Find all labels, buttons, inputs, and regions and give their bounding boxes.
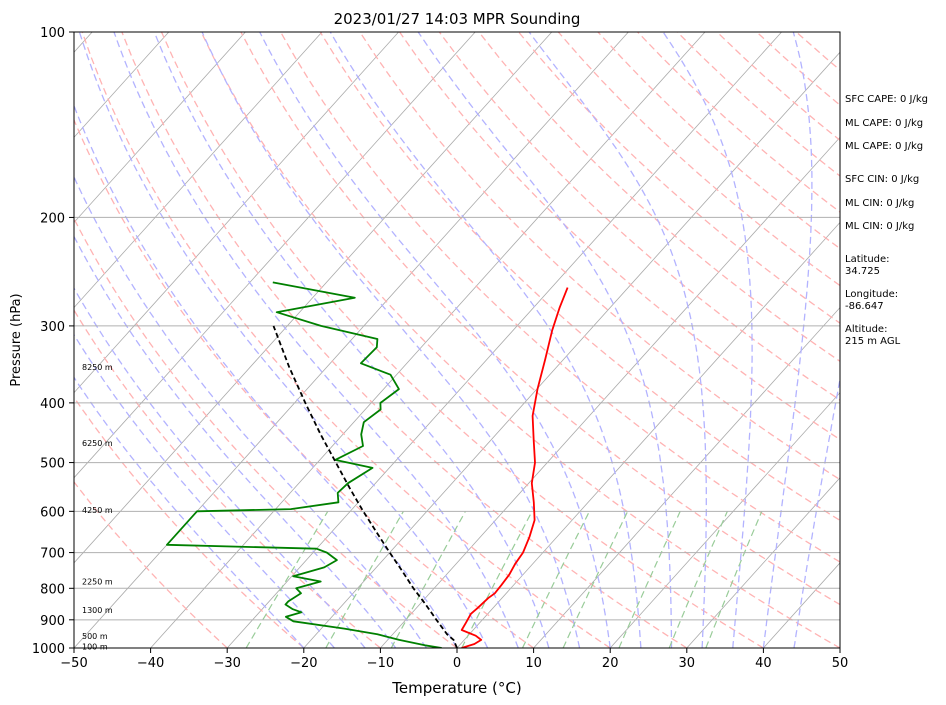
ml-cin-2: ML CIN: 0 J/kg <box>845 221 915 232</box>
dry-adiabat-line <box>160 32 764 648</box>
isotherm-line <box>74 32 170 138</box>
isotherm-line <box>533 306 840 648</box>
y-tick-label: 100 <box>40 26 65 41</box>
height-label: 100 m <box>82 642 108 651</box>
x-axis-ticks: −50 −40 −30 −20 −10 0 10 20 30 40 50 <box>60 648 848 671</box>
y-tick-label: 200 <box>40 211 65 226</box>
x-tick-label: −10 <box>367 656 394 671</box>
height-label: 6250 m <box>82 439 113 448</box>
x-tick-label: −30 <box>213 656 240 671</box>
dry-adiabat-line <box>359 32 840 481</box>
ml-cape: ML CAPE: 0 J/kg <box>845 118 924 129</box>
series-line-2 <box>272 325 458 648</box>
moist-adiabat-line <box>74 104 458 648</box>
x-tick-label: 0 <box>453 656 461 671</box>
isotherm-line <box>609 392 840 648</box>
x-axis-label: Temperature (°C) <box>391 679 521 697</box>
moist-adiabat-line <box>74 235 397 648</box>
isotherm-line <box>74 32 246 224</box>
height-label: 1300 m <box>82 606 113 615</box>
dry-adiabat-line <box>478 32 840 363</box>
background-reference-lines <box>74 32 840 648</box>
moist-adiabat-line <box>417 32 673 648</box>
isotherm-line <box>686 477 840 648</box>
sfc-cin: SFC CIN: 0 J/kg <box>845 174 920 185</box>
moist-adiabat-line <box>74 333 335 648</box>
height-label: 4250 m <box>82 506 113 515</box>
moist-adiabat-line <box>329 32 642 648</box>
x-tick-label: 40 <box>755 656 772 671</box>
series-line-1 <box>165 281 442 648</box>
y-tick-label: 800 <box>40 582 65 597</box>
x-tick-label: 20 <box>602 656 619 671</box>
chart-title: 2023/01/27 14:03 MPR Sounding <box>334 10 581 28</box>
isotherm-line <box>380 136 840 648</box>
moist-adiabat-line <box>153 32 550 648</box>
isotherm-line <box>303 51 840 648</box>
x-tick-label: −40 <box>137 656 164 671</box>
height-label: 2250 m <box>82 578 113 587</box>
dry-adiabat-line <box>121 32 688 648</box>
y-tick-label: 300 <box>40 320 65 335</box>
pressure-gridlines <box>74 32 840 648</box>
isotherm-line <box>74 32 553 564</box>
dry-adiabat-line <box>319 32 840 522</box>
y-tick-label: 400 <box>40 397 65 412</box>
dry-adiabat-line <box>438 32 840 401</box>
dry-adiabat-line <box>280 32 840 563</box>
dry-adiabat-line <box>557 32 840 287</box>
isotherm-line <box>226 32 782 648</box>
y-tick-label: 1000 <box>32 642 65 657</box>
y-axis-ticks: 100 200 300 400 500 600 700 800 900 1000 <box>32 26 74 657</box>
dry-adiabat-line <box>74 396 305 648</box>
moist-adiabat-line <box>793 375 840 648</box>
x-tick-label: −20 <box>290 656 317 671</box>
moist-adiabat-line <box>78 32 489 648</box>
x-tick-label: 30 <box>679 656 696 671</box>
altitude-label: Altitude: <box>845 324 888 335</box>
moist-adiabat-line <box>259 32 611 648</box>
dry-adiabat-line <box>74 217 458 648</box>
moist-adiabat-line <box>74 175 427 648</box>
height-label: 500 m <box>82 632 108 641</box>
isotherm-line <box>150 32 706 648</box>
isotherm-line <box>456 221 840 648</box>
sounding-profiles <box>165 281 569 648</box>
y-tick-label: 600 <box>40 505 65 520</box>
longitude-value: -86.647 <box>845 301 884 312</box>
x-tick-label: 10 <box>525 656 542 671</box>
y-tick-label: 700 <box>40 547 65 562</box>
dry-adiabat-line <box>74 118 534 648</box>
longitude-label: Longitude: <box>845 289 899 300</box>
moist-adiabat-line <box>113 32 519 648</box>
x-tick-label: −50 <box>60 656 87 671</box>
moist-adiabat-line <box>74 376 305 648</box>
ml-cin: ML CIN: 0 J/kg <box>845 198 915 209</box>
ml-cape-2: ML CAPE: 0 J/kg <box>845 141 924 152</box>
y-tick-label: 900 <box>40 614 65 629</box>
altitude-value: 215 m AGL <box>845 336 901 347</box>
sfc-cape: SFC CAPE: 0 J/kg <box>845 94 928 105</box>
moist-adiabat-line <box>201 32 581 648</box>
height-label: 8250 m <box>82 363 113 372</box>
y-axis-label: Pressure (hPa) <box>9 293 24 386</box>
isotherm-line <box>74 32 399 394</box>
moist-adiabat-line <box>528 32 707 648</box>
dry-adiabat-line <box>518 32 840 324</box>
dry-adiabat-line <box>200 32 840 648</box>
moist-adiabat-line <box>662 32 753 648</box>
x-tick-label: 50 <box>832 656 849 671</box>
moist-adiabat-line <box>74 286 366 648</box>
isotherm-line <box>74 32 476 479</box>
y-tick-label: 500 <box>40 457 65 472</box>
dry-adiabat-line <box>399 32 840 441</box>
latitude-label: Latitude: <box>845 254 890 265</box>
latitude-value: 34.725 <box>845 266 880 277</box>
series-line-0 <box>460 287 569 648</box>
isotherm-line <box>74 32 323 309</box>
